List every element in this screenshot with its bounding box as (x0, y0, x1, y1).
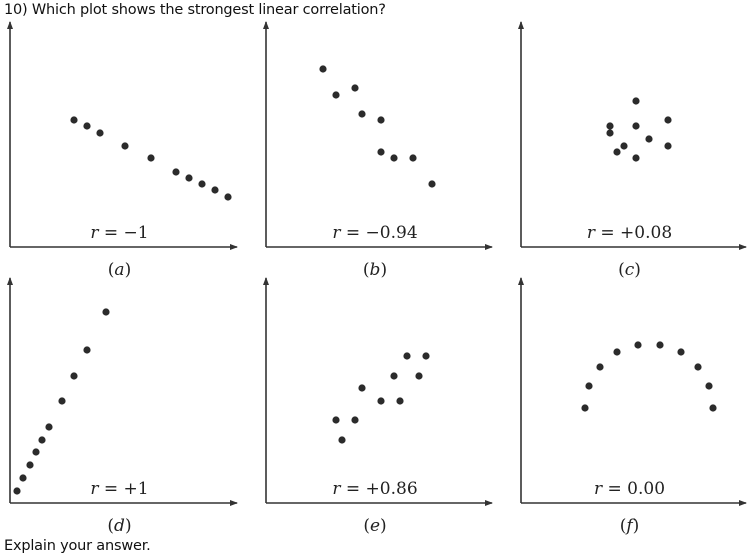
data-point (102, 308, 110, 316)
data-point (38, 436, 46, 444)
data-point (58, 397, 66, 405)
data-point (70, 372, 78, 380)
data-point (224, 193, 232, 201)
data-point (172, 168, 180, 176)
data-point (664, 142, 672, 150)
data-point (26, 461, 34, 469)
data-point (45, 423, 53, 431)
scatter-plot-f: r = 0.00 (f) (518, 277, 747, 536)
data-point (13, 487, 21, 495)
data-point (198, 180, 206, 188)
data-point (83, 122, 91, 130)
data-point (390, 372, 398, 380)
correlation-label: r = 0.00 (594, 479, 665, 499)
question-text: 10) Which plot shows the strongest linea… (4, 2, 386, 18)
panel-label: (a) (108, 260, 131, 280)
correlation-label: r = −1 (90, 223, 148, 243)
data-point (96, 129, 104, 137)
data-point (147, 154, 155, 162)
data-point (705, 382, 713, 390)
data-point (121, 142, 129, 150)
data-point (694, 363, 702, 371)
data-point (396, 397, 404, 405)
data-point (656, 341, 664, 349)
data-point (358, 384, 366, 392)
data-point (664, 116, 672, 124)
data-point (409, 154, 417, 162)
data-point (613, 348, 621, 356)
panel-label: (d) (107, 516, 131, 536)
data-point (338, 436, 346, 444)
scatter-plot-d: r = +1 (d) (7, 277, 238, 536)
data-point (211, 186, 219, 194)
scatter-plot-c: r = +0.08 (c) (518, 21, 747, 280)
data-point (377, 116, 385, 124)
data-point (632, 154, 640, 162)
correlation-label: r = −0.94 (332, 223, 417, 243)
data-point (581, 404, 589, 412)
explain-prompt: Explain your answer. (4, 538, 151, 554)
data-point (632, 97, 640, 105)
data-point (596, 363, 604, 371)
data-point (606, 122, 614, 130)
panel-label: (c) (618, 260, 641, 280)
data-point (709, 404, 717, 412)
panel-label: (b) (363, 260, 387, 280)
data-point (585, 382, 593, 390)
correlation-label: r = +0.08 (587, 223, 672, 243)
correlation-label: r = +1 (90, 479, 148, 499)
scatter-plot-a: r = −1 (a) (7, 21, 238, 280)
data-point (377, 397, 385, 405)
data-point (319, 65, 327, 73)
data-point (620, 142, 628, 150)
panel-label: (e) (363, 516, 386, 536)
data-point (19, 474, 27, 482)
data-point (606, 129, 614, 137)
data-point (390, 154, 398, 162)
data-point (422, 352, 430, 360)
data-point (32, 448, 40, 456)
data-point (358, 110, 366, 118)
data-point (403, 352, 411, 360)
correlation-label: r = +0.86 (332, 479, 417, 499)
data-point (415, 372, 423, 380)
data-point (428, 180, 436, 188)
data-point (70, 116, 78, 124)
data-point (351, 416, 359, 424)
data-point (332, 416, 340, 424)
data-point (634, 341, 642, 349)
data-point (645, 135, 653, 143)
data-point (632, 122, 640, 130)
scatter-plot-e: r = +0.86 (e) (263, 277, 493, 536)
data-point (332, 91, 340, 99)
data-point (377, 148, 385, 156)
data-point (677, 348, 685, 356)
panel-label: (f) (620, 516, 640, 536)
data-point (83, 346, 91, 354)
data-point (613, 148, 621, 156)
data-point (351, 84, 359, 92)
scatter-plot-b: r = −0.94 (b) (263, 21, 493, 280)
data-point (185, 174, 193, 182)
